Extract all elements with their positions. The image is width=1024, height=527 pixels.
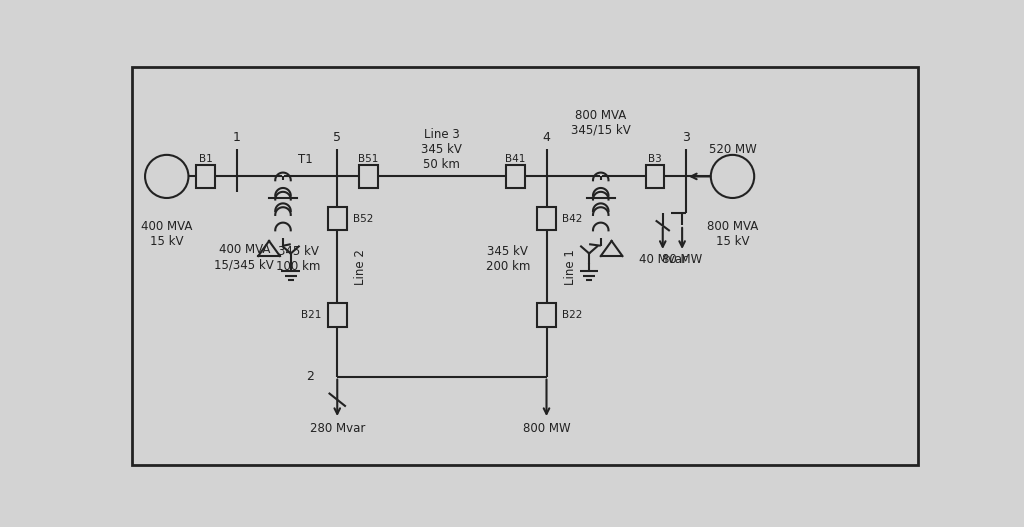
Text: 3: 3 [682,131,690,144]
Text: 5: 5 [333,131,341,144]
Text: B42: B42 [562,214,583,224]
Text: 40 Mvar: 40 Mvar [639,253,687,266]
Text: 1: 1 [232,131,241,144]
Text: 800 MVA
15 kV: 800 MVA 15 kV [707,220,758,248]
Text: B22: B22 [562,310,583,320]
Text: 2: 2 [306,370,314,383]
Bar [328,207,346,230]
Bar [359,165,378,188]
Text: Line 3
345 kV
50 km: Line 3 345 kV 50 km [422,128,462,171]
Text: 520 MW: 520 MW [709,143,757,156]
Text: T1: T1 [299,153,313,166]
Text: 280 Mvar: 280 Mvar [309,423,365,435]
Bar [506,165,524,188]
Text: B51: B51 [358,154,379,164]
Text: 345 kV
200 km: 345 kV 200 km [485,245,530,273]
Text: 800 MW: 800 MW [522,423,570,435]
Text: 400 MVA
15/345 kV: 400 MVA 15/345 kV [214,243,274,271]
Text: 800 MVA
345/15 kV: 800 MVA 345/15 kV [570,109,631,136]
Text: 345 kV
100 km: 345 kV 100 km [276,245,321,273]
Text: 400 MVA
15 kV: 400 MVA 15 kV [141,220,193,248]
Bar [328,304,346,327]
Text: B41: B41 [505,154,525,164]
Bar [538,207,556,230]
Text: Line 1: Line 1 [563,249,577,285]
Bar [197,165,215,188]
Text: 80 MW: 80 MW [662,253,702,266]
Bar [646,165,665,188]
Text: Line 2: Line 2 [354,249,368,285]
Text: 4: 4 [543,131,551,144]
Text: B21: B21 [301,310,322,320]
Text: B1: B1 [199,154,212,164]
Text: B3: B3 [648,154,662,164]
Bar [538,304,556,327]
Text: B52: B52 [352,214,373,224]
